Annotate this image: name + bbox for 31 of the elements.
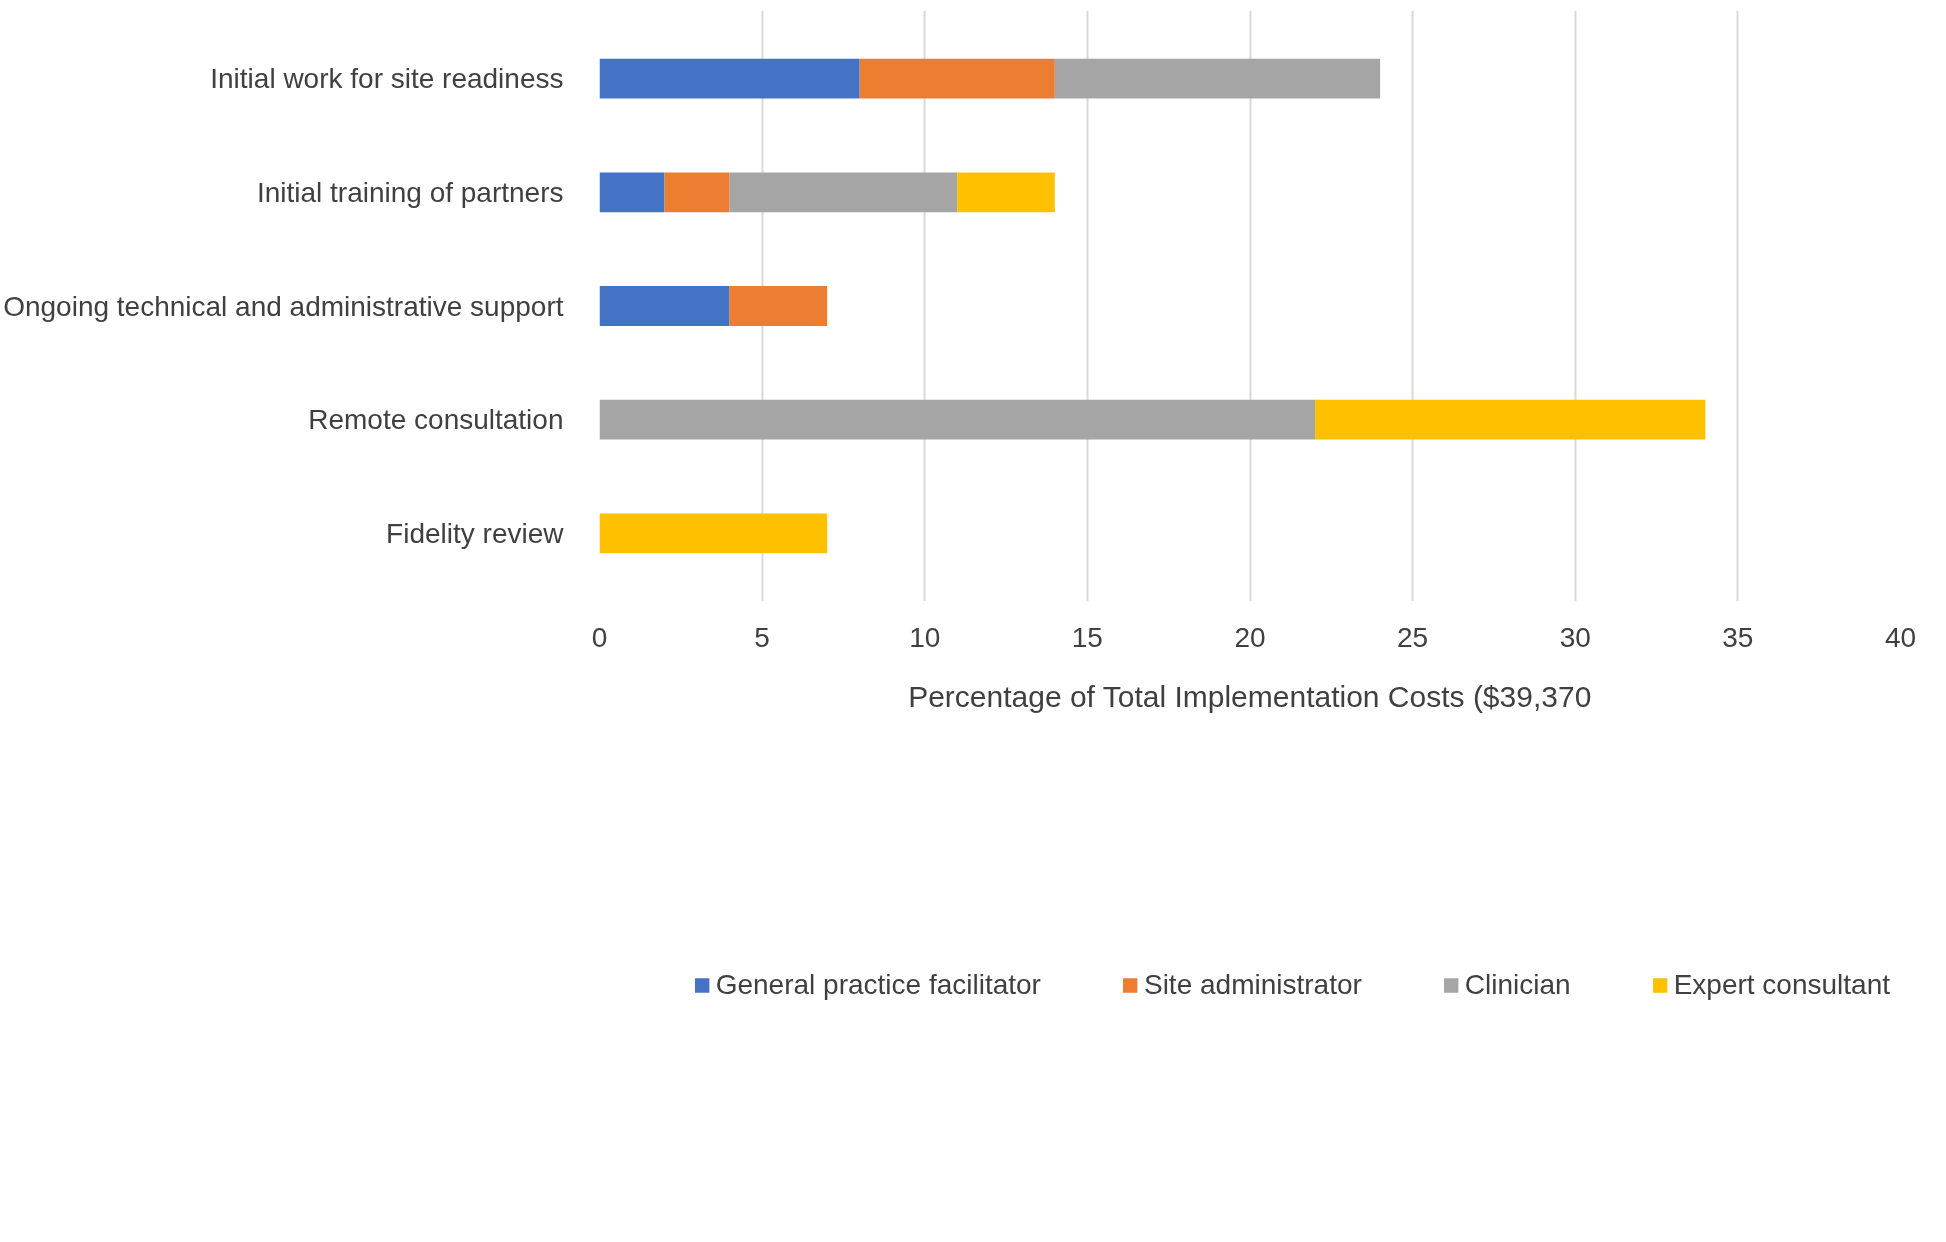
- bar: [729, 286, 828, 326]
- x-tick-label: 15: [1071, 621, 1103, 653]
- legend-label: Expert consultant: [1673, 969, 1890, 1001]
- legend-label: Site administrator: [1143, 969, 1362, 1001]
- legend-label: General practice facilitator: [715, 969, 1041, 1001]
- y-tick-label: Initial work for site readiness: [210, 63, 564, 95]
- bar: [729, 172, 958, 213]
- bar: [599, 286, 730, 326]
- bar: [1054, 58, 1381, 99]
- x-tick-label: 10: [909, 621, 941, 653]
- x-tick-label: 0: [591, 621, 608, 653]
- y-tick-label: Fidelity review: [386, 517, 565, 549]
- bar: [599, 172, 665, 213]
- x-tick-label: 5: [754, 621, 770, 653]
- y-tick-label: Ongoing technical and administrative support: [3, 290, 564, 322]
- bar: [859, 58, 1055, 99]
- bar: [1315, 399, 1706, 440]
- x-tick-label: 20: [1234, 621, 1266, 653]
- x-axis-title: Percentage of Total Implementation Costs ($39,370: [908, 679, 1592, 713]
- bar: [599, 58, 860, 99]
- bar: [599, 399, 1316, 440]
- x-tick-label: 35: [1722, 621, 1754, 653]
- x-tick-label: 30: [1559, 621, 1591, 653]
- legend-label: Clinician: [1464, 969, 1571, 1001]
- bar: [664, 172, 730, 213]
- y-tick-label: Remote consultation: [308, 404, 564, 436]
- bar: [957, 172, 1055, 213]
- y-tick-label: Initial training of partners: [256, 176, 564, 208]
- x-tick-label: 40: [1884, 621, 1917, 653]
- bar: [599, 513, 828, 554]
- x-tick-label: 25: [1397, 621, 1429, 653]
